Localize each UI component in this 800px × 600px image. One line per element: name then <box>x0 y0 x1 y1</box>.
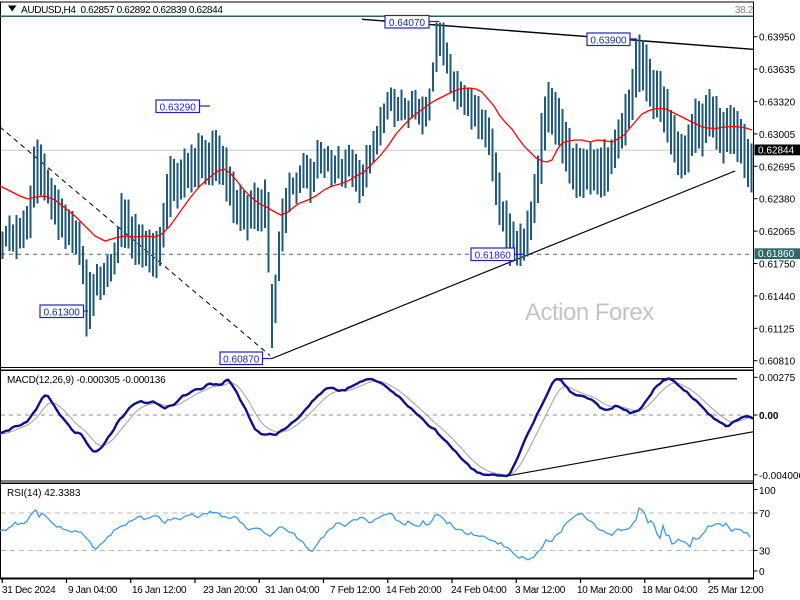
svg-text:14 Feb 20:00: 14 Feb 20:00 <box>386 585 442 596</box>
svg-text:9 Jan 04:00: 9 Jan 04:00 <box>68 585 118 596</box>
svg-text:0.62844: 0.62844 <box>758 145 795 156</box>
svg-text:0.61440: 0.61440 <box>759 292 796 303</box>
svg-text:18 Mar 04:00: 18 Mar 04:00 <box>642 585 698 596</box>
svg-text:0.60870: 0.60870 <box>223 354 260 365</box>
svg-text:31 Jan 04:00: 31 Jan 04:00 <box>265 585 320 596</box>
svg-text:100: 100 <box>759 486 776 497</box>
svg-text:38.2: 38.2 <box>735 5 754 16</box>
svg-text:31 Dec 2024: 31 Dec 2024 <box>2 585 56 596</box>
svg-text:0.62380: 0.62380 <box>759 195 796 206</box>
svg-text:0.63950: 0.63950 <box>759 33 796 44</box>
svg-text:0.63635: 0.63635 <box>759 65 796 76</box>
svg-text:24 Feb 04:00: 24 Feb 04:00 <box>451 585 507 596</box>
svg-text:10 Mar 20:00: 10 Mar 20:00 <box>577 585 633 596</box>
svg-text:0.63320: 0.63320 <box>759 98 796 109</box>
svg-text:7 Feb 12:00: 7 Feb 12:00 <box>330 585 381 596</box>
svg-text:25 Mar 12:00: 25 Mar 12:00 <box>708 585 764 596</box>
svg-text:0: 0 <box>759 567 765 578</box>
svg-text:0.61750: 0.61750 <box>759 260 796 271</box>
svg-text:3 Mar 12:00: 3 Mar 12:00 <box>515 585 566 596</box>
svg-text:Action Forex: Action Forex <box>525 299 654 326</box>
svg-text:0.00275: 0.00275 <box>759 373 796 384</box>
svg-text:30: 30 <box>759 547 771 558</box>
svg-text:23 Jan 20:00: 23 Jan 20:00 <box>203 585 258 596</box>
svg-text:0.61860: 0.61860 <box>475 250 512 261</box>
svg-text:-0.004006: -0.004006 <box>759 471 800 482</box>
svg-text:0.62695: 0.62695 <box>759 162 796 173</box>
svg-text:0.61300: 0.61300 <box>44 307 81 318</box>
svg-text:70: 70 <box>759 509 771 520</box>
svg-text:0.00: 0.00 <box>759 411 779 422</box>
svg-text:MACD(12,26,9) -0.000305 -0.000: MACD(12,26,9) -0.000305 -0.000136 <box>7 375 166 386</box>
svg-text:0.61860: 0.61860 <box>758 249 795 260</box>
svg-text:0.63900: 0.63900 <box>590 35 627 46</box>
svg-text:0.61125: 0.61125 <box>759 324 795 335</box>
svg-text:RSI(14) 42.3383: RSI(14) 42.3383 <box>7 488 81 499</box>
svg-text:AUDUSD,H4 0.62857 0.62892 0.6: AUDUSD,H4 0.62857 0.62892 0.62839 0.6284… <box>21 5 223 16</box>
svg-text:0.60810: 0.60810 <box>759 357 796 368</box>
svg-text:0.63290: 0.63290 <box>160 102 197 113</box>
svg-text:0.64070: 0.64070 <box>389 18 426 29</box>
svg-text:16 Jan 12:00: 16 Jan 12:00 <box>132 585 187 596</box>
svg-text:0.62065: 0.62065 <box>759 227 796 238</box>
svg-text:0.63005: 0.63005 <box>759 130 796 141</box>
